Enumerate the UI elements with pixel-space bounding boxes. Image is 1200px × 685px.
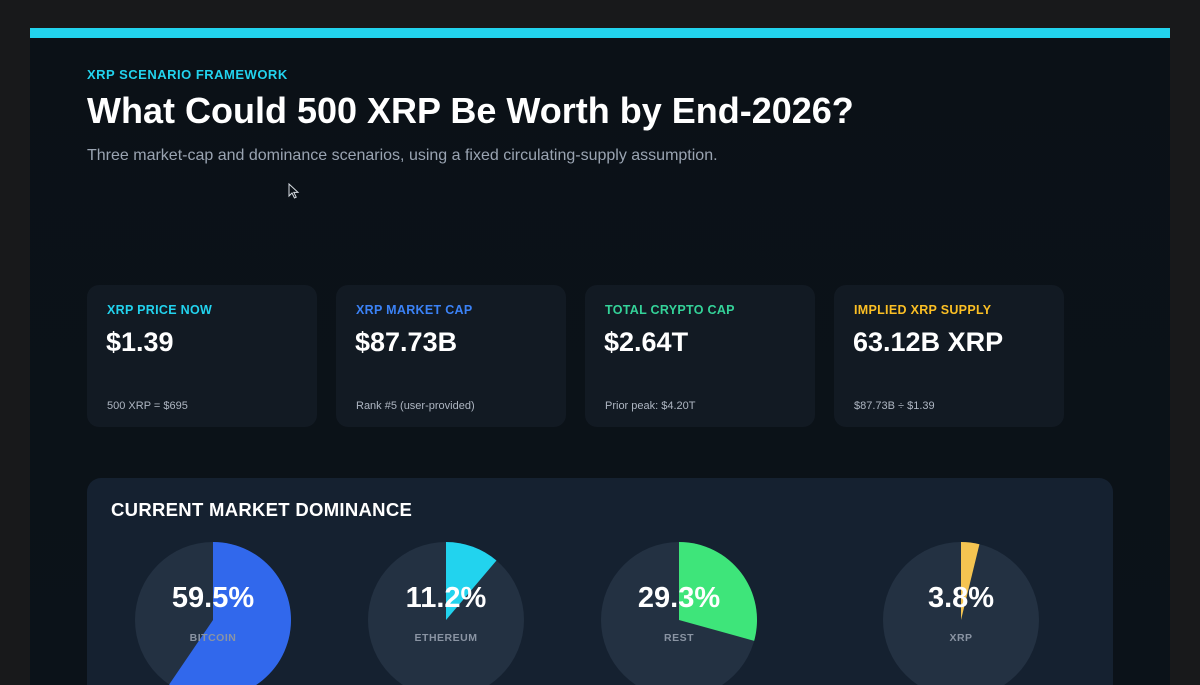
- dashboard-page: XRP SCENARIO FRAMEWORK What Could 500 XR…: [30, 28, 1170, 685]
- page-title: What Could 500 XRP Be Worth by End-2026?: [87, 90, 854, 131]
- stat-card-label: IMPLIED XRP SUPPLY: [854, 303, 992, 317]
- pie-chart-svg: [601, 542, 757, 685]
- stat-card-note: $87.73B ÷ $1.39: [854, 400, 935, 412]
- pie-percent-label: 3.8%: [927, 582, 995, 614]
- pie-name-label: REST: [663, 632, 694, 644]
- stat-card-total-crypto-cap: TOTAL CRYPTO CAP $2.64T Prior peak: $4.2…: [585, 285, 815, 427]
- stat-card-value: $87.73B: [355, 327, 458, 357]
- stat-card-implied-supply: IMPLIED XRP SUPPLY 63.12B XRP $87.73B ÷ …: [834, 285, 1064, 427]
- stat-card-label: XRP PRICE NOW: [107, 303, 213, 317]
- pie-chart-svg: [883, 542, 1039, 685]
- stat-card-value: $1.39: [106, 327, 174, 357]
- pie-chart-svg: [368, 542, 524, 685]
- panel-title: CURRENT MARKET DOMINANCE: [111, 499, 413, 520]
- stat-card-note: 500 XRP = $695: [107, 400, 188, 412]
- stat-card-label: TOTAL CRYPTO CAP: [605, 303, 735, 317]
- stat-card-xrp-price: XRP PRICE NOW $1.39 500 XRP = $695: [87, 285, 317, 427]
- pie-rest: 29.3% REST: [599, 540, 759, 685]
- pie-name-label: ETHEREUM: [414, 632, 478, 644]
- pie-percent-label: 29.3%: [637, 582, 721, 614]
- mouse-pointer-icon: [288, 183, 300, 199]
- pie-name-label: BITCOIN: [189, 632, 237, 644]
- stat-card-note: Rank #5 (user-provided): [356, 400, 475, 412]
- page-subtitle: Three market-cap and dominance scenarios…: [87, 147, 718, 164]
- section-kicker: XRP SCENARIO FRAMEWORK: [87, 67, 288, 82]
- pie-slice-rest: [679, 542, 757, 641]
- pie-slice-ethereum: [446, 542, 497, 620]
- pie-name-label: XRP: [949, 632, 973, 644]
- pie-percent-label: 59.5%: [171, 582, 255, 614]
- stat-card-value: $2.64T: [604, 327, 689, 357]
- stat-card-value: 63.12B XRP: [853, 327, 1004, 357]
- stat-card-note: Prior peak: $4.20T: [605, 400, 696, 412]
- pie-percent-label: 11.2%: [405, 582, 487, 614]
- pie-bitcoin: 59.5% BITCOIN: [133, 540, 293, 685]
- accent-bar: [30, 28, 1170, 38]
- stat-card-label: XRP MARKET CAP: [356, 303, 473, 317]
- pie-slice-xrp: [961, 542, 980, 620]
- pie-ethereum: 11.2% ETHEREUM: [366, 540, 526, 685]
- pie-chart-svg: [135, 542, 291, 685]
- pie-slice-bitcoin: [169, 542, 291, 685]
- pie-xrp: 3.8% XRP: [881, 540, 1041, 685]
- stat-card-xrp-market-cap: XRP MARKET CAP $87.73B Rank #5 (user-pro…: [336, 285, 566, 427]
- market-dominance-panel: CURRENT MARKET DOMINANCE 59.5% BITCOIN 1…: [87, 478, 1113, 685]
